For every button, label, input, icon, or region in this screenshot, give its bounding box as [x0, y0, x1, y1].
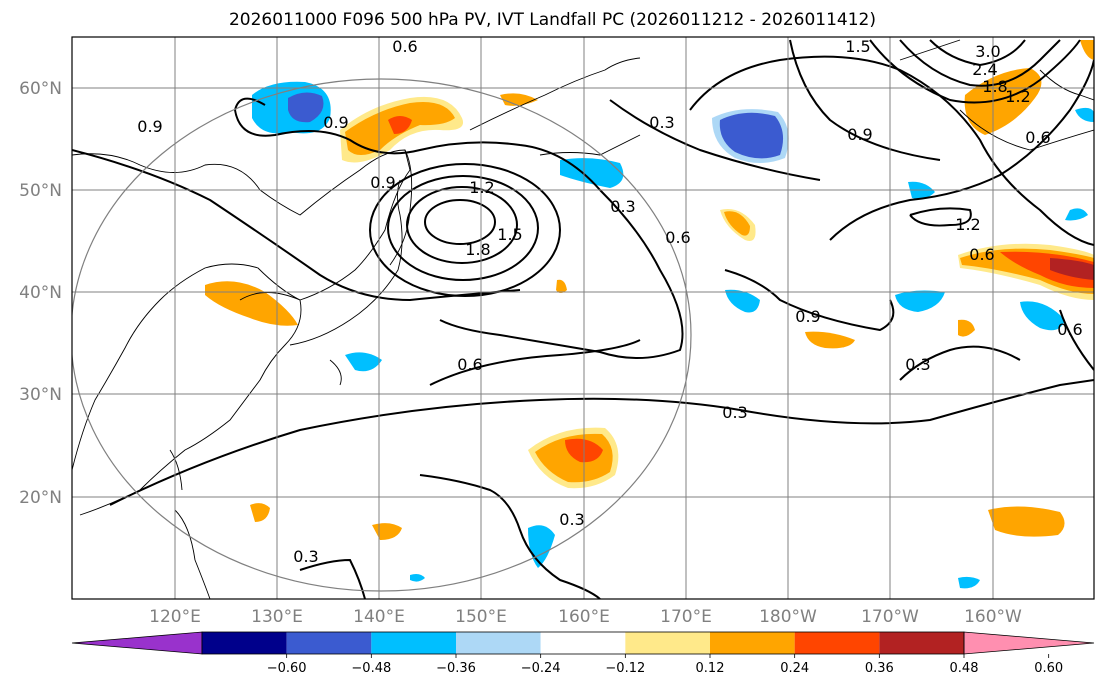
contour-label: 0.9: [795, 307, 820, 326]
contour-label: 1.2: [955, 215, 980, 234]
colorbar-box: [286, 632, 372, 654]
longitude-labels: 120°E 130°E 140°E 150°E 160°E 170°E 180°…: [149, 607, 1022, 627]
lon-label: 180°W: [759, 607, 817, 627]
contour-label: 1.5: [845, 37, 870, 56]
contour-label: 0.9: [137, 117, 162, 136]
contour-label: 2.4: [972, 60, 997, 79]
lat-label: 40°N: [19, 283, 62, 303]
lat-label: 20°N: [19, 488, 62, 508]
lon-label: 170°E: [660, 607, 712, 627]
contour-label: 0.6: [392, 37, 417, 56]
map-frame: [71, 36, 1095, 600]
lat-label: 30°N: [19, 385, 62, 405]
contour-label: 0.3: [722, 403, 747, 422]
colorbar-box: [371, 632, 456, 654]
colorbar-box: [625, 632, 710, 654]
contour-label: 0.6: [457, 355, 482, 374]
contour-label: 0.9: [847, 125, 872, 144]
colorbar-label: −0.48: [351, 661, 391, 676]
lon-label: 160°W: [964, 607, 1022, 627]
contour-label: 3.0: [975, 42, 1000, 61]
contour-label: 0.6: [1025, 128, 1050, 147]
contour-label: 0.9: [323, 113, 348, 132]
contour-label: 1.8: [982, 77, 1007, 96]
contour-label: 0.6: [969, 245, 994, 264]
colorbar-box: [202, 632, 287, 654]
colorbar-label: −0.12: [605, 661, 645, 676]
colorbar-box: [710, 632, 795, 654]
lat-label: 60°N: [19, 79, 62, 99]
lon-label: 170°W: [861, 607, 919, 627]
colorbar-box: [794, 632, 880, 654]
gridlines: [72, 37, 1094, 599]
contour-label: 0.3: [905, 355, 930, 374]
contour-label: 1.8: [465, 240, 490, 259]
lon-label: 140°E: [353, 607, 405, 627]
colorbar-label: 0.12: [696, 661, 725, 676]
contour-label: 0.3: [649, 113, 674, 132]
colorbar-frame: [201, 631, 965, 655]
contour-label: 0.9: [370, 173, 395, 192]
lat-label: 50°N: [19, 181, 62, 201]
colorbar-label: 0.60: [1034, 661, 1063, 676]
colorbar-box: [540, 632, 626, 654]
contour-label: 1.2: [469, 178, 494, 197]
contour-label: 1.2: [1005, 87, 1030, 106]
projection-circle: [72, 78, 692, 592]
lon-label: 130°E: [251, 607, 303, 627]
colorbar-box: [879, 632, 964, 654]
contour-label: 0.6: [1057, 320, 1082, 339]
colorbar-label: 0.36: [865, 661, 894, 676]
contour-label: 0.3: [559, 510, 584, 529]
colorbar-label: −0.60: [267, 661, 307, 676]
contour-label: 0.3: [610, 197, 635, 216]
contour-labels: 0.6 0.9 0.9 0.9 0.3 0.3 0.6 0.6 0.6 1.2 …: [137, 37, 1082, 566]
colorbar-label: 0.24: [780, 661, 809, 676]
colorbar: −0.60 −0.48 −0.36 −0.24 −0.12 0.12 0.24 0.36 0.4…: [71, 631, 1095, 676]
map-background: [72, 37, 1094, 599]
map-title: 2026011000 F096 500 hPa PV, IVT Landfall…: [228, 10, 876, 30]
colorbar-extend-high: [963, 631, 1095, 655]
lon-label: 160°E: [558, 607, 610, 627]
lon-label: 120°E: [149, 607, 201, 627]
colorbar-label: 0.48: [950, 661, 979, 676]
colorbar-label: −0.24: [521, 661, 561, 676]
latitude-labels: 60°N 50°N 40°N 30°N 20°N: [19, 79, 62, 508]
lon-label: 150°E: [455, 607, 507, 627]
colorbar-extend-low: [71, 631, 203, 655]
colorbar-box: [456, 632, 541, 654]
contour-label: 1.5: [497, 225, 522, 244]
colorbar-label: −0.36: [436, 661, 476, 676]
pv-shading: [205, 40, 1094, 589]
contour-label: 0.6: [665, 228, 690, 247]
contour-label: 0.3: [293, 547, 318, 566]
